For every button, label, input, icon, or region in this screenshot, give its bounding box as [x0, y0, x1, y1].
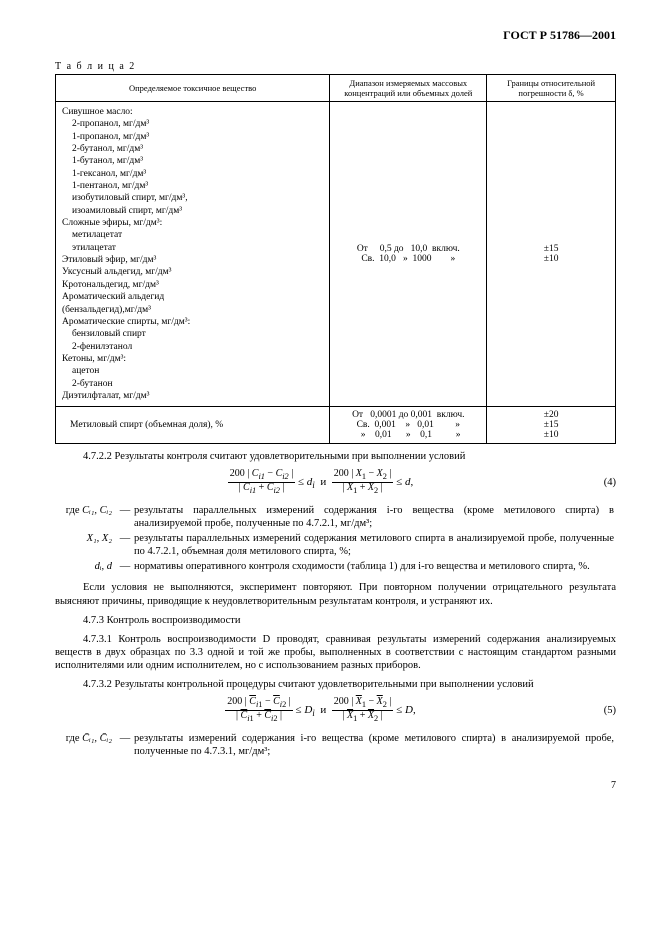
th-limits: Границы относительной погрешности δ, % [487, 75, 616, 102]
table-2: Определяемое токсичное вещество Диапазон… [55, 74, 616, 444]
paragraph-1: Если условия не выполняются, эксперимент… [55, 581, 616, 607]
section-473: 4.7.3 Контроль воспроизводимости [55, 614, 616, 627]
th-substance: Определяемое токсичное вещество [56, 75, 330, 102]
where-block-1: где Cᵢ₁, Cᵢ₂ — результаты параллельных и… [55, 502, 616, 576]
limits-cell: ±15 ±10 [487, 102, 616, 407]
equation-4: 200 | Ci1 − Ci2 || Ci1 + Ci2 | ≤ di и 20… [55, 469, 616, 495]
where-block-2: где C̄ᵢ₁, C̄ᵢ₂ — результаты измерений со… [55, 730, 616, 760]
substance-cell-2: Метиловый спирт (объемная доля), % [56, 407, 330, 444]
limits-cell-2: ±20 ±15 ±10 [487, 407, 616, 444]
equation-5: 200 | Ci1 − Ci2 || Ci1 + Ci2 | ≤ Di и 20… [55, 697, 616, 723]
substance-cell: Сивушное масло: 2-пропанол, мг/дм³ 1-про… [56, 102, 330, 407]
table-caption: Т а б л и ц а 2 [55, 61, 616, 72]
range-cell: От 0,5 до 10,0 включ. Св. 10,0 » 1000 » [330, 102, 487, 407]
th-range: Диапазон измеряемых массовых концентраци… [330, 75, 487, 102]
page-number: 7 [55, 780, 616, 791]
document-id: ГОСТ Р 51786—2001 [55, 28, 616, 43]
range-cell-2: От 0,0001 до 0,001 включ. Св. 0,001 » 0,… [330, 407, 487, 444]
section-4731: 4.7.3.1 Контроль воспроизводимости D про… [55, 633, 616, 672]
section-4732: 4.7.3.2 Результаты контрольной процедуры… [55, 678, 616, 691]
section-4722: 4.7.2.2 Результаты контроля считают удов… [55, 450, 616, 463]
